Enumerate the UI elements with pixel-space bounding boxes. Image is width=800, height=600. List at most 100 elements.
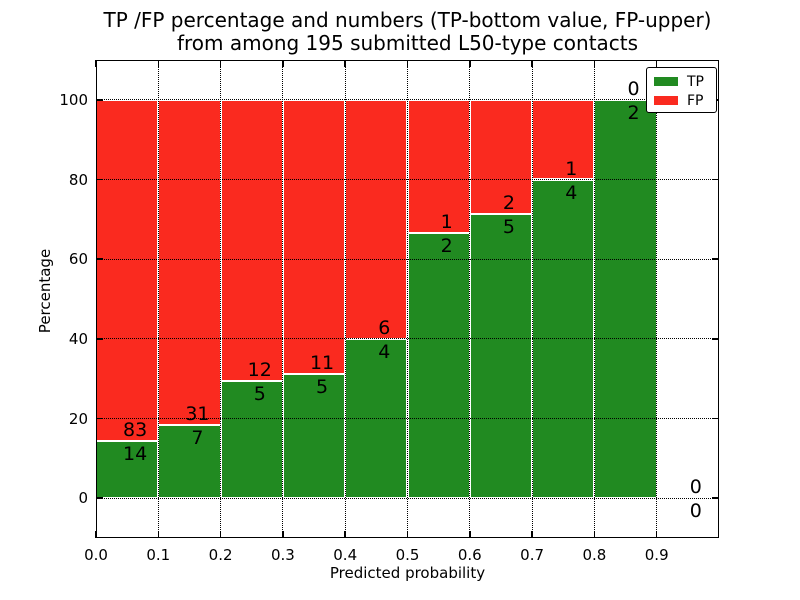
x-tick-label: 0.5: [395, 546, 420, 564]
x-tick-bottom: [655, 531, 658, 538]
bar-fp-segment: [220, 99, 283, 381]
x-tick-top: [344, 60, 346, 67]
x-tick-bottom: [531, 531, 533, 538]
y-tick-left: [96, 99, 103, 101]
y-tick-right: [712, 497, 719, 499]
bar-tp-segment: [469, 213, 533, 499]
x-gridline: [157, 60, 159, 538]
x-gridline: [344, 60, 346, 538]
bar-count-label-tp: 14: [123, 442, 148, 465]
x-tick-bottom: [282, 531, 284, 538]
x-tick-bottom: [469, 531, 471, 538]
y-tick-label: 100: [59, 90, 88, 109]
y-tick-label: 40: [68, 329, 88, 348]
bar-count-label-tp: 0: [689, 500, 702, 523]
bar-count-label-fp: 1: [565, 157, 578, 180]
x-tick-label: 0.6: [457, 546, 482, 564]
bar-count-label-tp: 4: [378, 340, 391, 363]
y-tick-left: [96, 258, 103, 260]
x-tick-bottom: [344, 531, 346, 538]
bar-count-label-fp: 31: [185, 402, 210, 425]
bar-count-label-tp: 5: [253, 383, 266, 405]
x-tick-label: 0.8: [582, 546, 607, 564]
x-tick-bottom: [406, 531, 409, 538]
y-gridline: [96, 418, 719, 419]
bar-count-label-tp: 5: [316, 375, 329, 398]
y-gridline: [96, 497, 719, 499]
bar-count-label-fp: 2: [502, 191, 515, 214]
bar-fp-segment: [96, 99, 159, 441]
legend: TP FP: [646, 67, 717, 113]
x-tick-bottom: [593, 531, 596, 538]
x-gridline: [531, 60, 533, 538]
bar-count-label-fp: 1: [440, 210, 453, 233]
x-tick-top: [655, 60, 658, 67]
bar-count-label-fp: 6: [378, 316, 391, 339]
x-tick-top: [593, 60, 596, 67]
bar-count-label-fp: 0: [689, 476, 702, 499]
x-tick-bottom: [219, 531, 222, 538]
tp-color-swatch: [654, 77, 678, 86]
legend-label-fp: FP: [687, 92, 704, 109]
bar-count-label-tp: 7: [191, 426, 204, 449]
bar-fp-segment: [407, 99, 470, 233]
x-tick-top: [157, 60, 160, 67]
x-tick-top: [531, 60, 533, 67]
y-tick-right: [712, 338, 719, 340]
x-tick-top: [219, 60, 222, 67]
y-tick-label: 80: [68, 170, 88, 189]
y-gridline: [96, 338, 719, 340]
x-tick-label: 0.3: [270, 546, 295, 564]
x-gridline: [656, 60, 658, 538]
y-tick-label: 0: [78, 489, 88, 508]
x-tick-label: 0.0: [84, 546, 108, 564]
x-axis-label: Predicted probability: [329, 564, 486, 582]
x-tick-label: 0.2: [208, 546, 233, 564]
x-gridline: [407, 60, 408, 538]
bar-fp-segment: [532, 99, 595, 180]
x-tick-label: 0.1: [146, 546, 171, 564]
bar-count-label-tp: 4: [565, 181, 578, 204]
bar-tp-segment: [282, 373, 346, 499]
y-tick-right: [712, 178, 719, 181]
x-tick-top: [469, 60, 471, 67]
x-tick-bottom: [95, 531, 97, 538]
chart-title-line2: from among 195 submitted L50-type contac…: [176, 31, 639, 55]
bar-tp-segment: [96, 440, 159, 499]
y-gridline: [96, 258, 719, 260]
bar-count-label-fp: 12: [247, 359, 272, 381]
legend-entry-tp: TP: [654, 72, 716, 91]
x-gridline: [220, 60, 222, 538]
bar-tp-segment: [158, 424, 221, 499]
y-tick-left: [96, 417, 103, 420]
bar-fp-segment: [469, 99, 533, 214]
y-gridline: [96, 179, 719, 180]
fp-color-swatch: [654, 96, 678, 105]
bar-tp-segment: [407, 232, 470, 499]
bar-fp-segment: [158, 99, 221, 425]
y-gridline: [96, 99, 719, 101]
bar-count-label-tp: 2: [440, 234, 453, 257]
y-tick-left: [96, 497, 103, 499]
bar-fp-segment: [345, 99, 408, 339]
y-tick-label: 60: [68, 250, 88, 269]
bar-count-label-tp: 2: [627, 101, 640, 124]
bar-fp-segment: [282, 99, 346, 374]
chart-title-line1: TP /FP percentage and numbers (TP-bottom…: [103, 8, 712, 32]
x-tick-top: [406, 60, 409, 67]
bar-tp-segment: [594, 99, 657, 499]
y-tick-label: 20: [68, 409, 88, 428]
x-gridline: [282, 60, 284, 538]
y-tick-left: [96, 338, 103, 340]
x-tick-label: 0.4: [333, 546, 358, 564]
x-tick-top: [95, 60, 97, 67]
legend-label-tp: TP: [687, 73, 704, 90]
chart-title: TP /FP percentage and numbers (TP-bottom…: [96, 9, 719, 55]
x-tick-top: [282, 60, 284, 67]
bar-count-label-tp: 5: [502, 215, 515, 238]
y-tick-right: [712, 258, 719, 260]
x-tick-label: 0.9: [644, 546, 669, 564]
y-tick-right: [712, 417, 719, 420]
bar-tp-segment: [220, 381, 283, 499]
